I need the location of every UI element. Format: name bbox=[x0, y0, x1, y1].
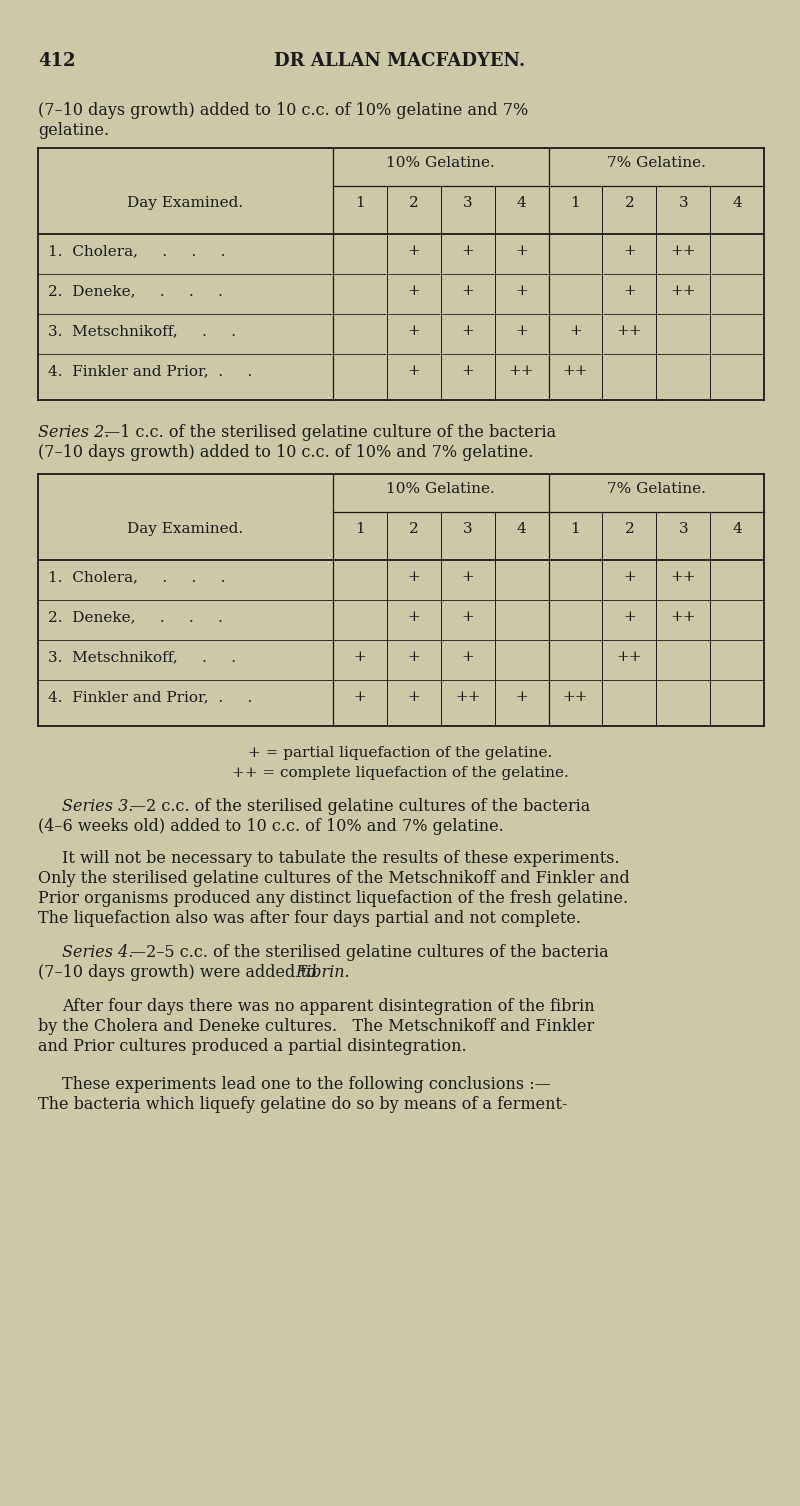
Text: +: + bbox=[462, 285, 474, 298]
Text: ++: ++ bbox=[562, 364, 588, 378]
Text: +: + bbox=[354, 651, 366, 664]
Text: +: + bbox=[462, 569, 474, 584]
Text: 1: 1 bbox=[355, 523, 365, 536]
Text: +: + bbox=[462, 364, 474, 378]
Text: 2.  Deneke,     .     .     .: 2. Deneke, . . . bbox=[48, 285, 223, 298]
Text: +: + bbox=[407, 244, 420, 258]
Text: 3: 3 bbox=[463, 196, 473, 209]
Text: ++: ++ bbox=[509, 364, 534, 378]
Text: 7% Gelatine.: 7% Gelatine. bbox=[607, 482, 706, 495]
Text: gelatine.: gelatine. bbox=[38, 122, 109, 139]
Text: +: + bbox=[462, 244, 474, 258]
Text: Fibrin.: Fibrin. bbox=[295, 964, 350, 980]
Text: 2: 2 bbox=[625, 196, 634, 209]
Text: 4.  Finkler and Prior,  .     .: 4. Finkler and Prior, . . bbox=[48, 364, 252, 378]
Text: —2 c.c. of the sterilised gelatine cultures of the bacteria: —2 c.c. of the sterilised gelatine cultu… bbox=[130, 798, 590, 815]
Text: ++: ++ bbox=[617, 324, 642, 337]
Text: 7% Gelatine.: 7% Gelatine. bbox=[607, 157, 706, 170]
Text: —1 c.c. of the sterilised gelatine culture of the bacteria: —1 c.c. of the sterilised gelatine cultu… bbox=[104, 425, 556, 441]
Text: +: + bbox=[515, 244, 528, 258]
Text: +: + bbox=[515, 324, 528, 337]
Text: Day Examined.: Day Examined. bbox=[127, 196, 243, 209]
Text: 3.  Metschnikoff,     .     .: 3. Metschnikoff, . . bbox=[48, 651, 236, 664]
Text: 1: 1 bbox=[570, 523, 580, 536]
Text: Only the sterilised gelatine cultures of the Metschnikoff and Finkler and: Only the sterilised gelatine cultures of… bbox=[38, 870, 630, 887]
Text: ++: ++ bbox=[670, 244, 696, 258]
Text: +: + bbox=[623, 285, 636, 298]
Text: ++: ++ bbox=[562, 690, 588, 703]
Text: + = partial liquefaction of the gelatine.: + = partial liquefaction of the gelatine… bbox=[248, 745, 552, 761]
Text: +: + bbox=[407, 651, 420, 664]
Text: 2: 2 bbox=[409, 523, 418, 536]
Text: 2: 2 bbox=[625, 523, 634, 536]
Text: (4–6 weeks old) added to 10 c.c. of 10% and 7% gelatine.: (4–6 weeks old) added to 10 c.c. of 10% … bbox=[38, 818, 504, 834]
Text: +: + bbox=[407, 324, 420, 337]
Text: +: + bbox=[569, 324, 582, 337]
Text: Series 4.: Series 4. bbox=[62, 944, 134, 961]
Text: 412: 412 bbox=[38, 53, 75, 69]
Text: 3.  Metschnikoff,     .     .: 3. Metschnikoff, . . bbox=[48, 324, 236, 337]
Text: 10% Gelatine.: 10% Gelatine. bbox=[386, 157, 495, 170]
Text: These experiments lead one to the following conclusions :—: These experiments lead one to the follow… bbox=[62, 1075, 550, 1093]
Text: 4: 4 bbox=[732, 523, 742, 536]
Text: +: + bbox=[462, 324, 474, 337]
Text: +: + bbox=[354, 690, 366, 703]
Text: +: + bbox=[407, 690, 420, 703]
Text: DR ALLAN MACFADYEN.: DR ALLAN MACFADYEN. bbox=[274, 53, 526, 69]
Text: +: + bbox=[407, 285, 420, 298]
Text: +: + bbox=[407, 610, 420, 623]
Text: Series 2.: Series 2. bbox=[38, 425, 110, 441]
Text: ++: ++ bbox=[670, 285, 696, 298]
Text: The liquefaction also was after four days partial and not complete.: The liquefaction also was after four day… bbox=[38, 910, 581, 928]
Text: Day Examined.: Day Examined. bbox=[127, 523, 243, 536]
Text: ++: ++ bbox=[455, 690, 481, 703]
Text: 3: 3 bbox=[678, 523, 688, 536]
Text: +: + bbox=[407, 364, 420, 378]
Text: 4.  Finkler and Prior,  .     .: 4. Finkler and Prior, . . bbox=[48, 690, 252, 703]
Text: and Prior cultures produced a partial disintegration.: and Prior cultures produced a partial di… bbox=[38, 1038, 466, 1056]
Text: 1: 1 bbox=[355, 196, 365, 209]
Text: +: + bbox=[407, 569, 420, 584]
Text: by the Cholera and Deneke cultures.   The Metschnikoff and Finkler: by the Cholera and Deneke cultures. The … bbox=[38, 1018, 594, 1035]
Text: +: + bbox=[623, 244, 636, 258]
Text: +: + bbox=[462, 651, 474, 664]
Text: ++ = complete liquefaction of the gelatine.: ++ = complete liquefaction of the gelati… bbox=[232, 767, 568, 780]
Text: (7–10 days growth) were added to: (7–10 days growth) were added to bbox=[38, 964, 322, 980]
Text: Prior organisms produced any distinct liquefaction of the fresh gelatine.: Prior organisms produced any distinct li… bbox=[38, 890, 628, 907]
Text: +: + bbox=[515, 285, 528, 298]
Text: 3: 3 bbox=[678, 196, 688, 209]
Text: 1: 1 bbox=[570, 196, 580, 209]
Text: 4: 4 bbox=[517, 196, 526, 209]
Text: It will not be necessary to tabulate the results of these experiments.: It will not be necessary to tabulate the… bbox=[62, 849, 620, 867]
Text: The bacteria which liquefy gelatine do so by means of a ferment-: The bacteria which liquefy gelatine do s… bbox=[38, 1096, 567, 1113]
Text: 1.  Cholera,     .     .     .: 1. Cholera, . . . bbox=[48, 244, 226, 258]
Text: +: + bbox=[462, 610, 474, 623]
Text: —2–5 c.c. of the sterilised gelatine cultures of the bacteria: —2–5 c.c. of the sterilised gelatine cul… bbox=[130, 944, 609, 961]
Text: (7–10 days growth) added to 10 c.c. of 10% and 7% gelatine.: (7–10 days growth) added to 10 c.c. of 1… bbox=[38, 444, 534, 461]
Text: 2.  Deneke,     .     .     .: 2. Deneke, . . . bbox=[48, 610, 223, 623]
Text: ++: ++ bbox=[670, 569, 696, 584]
Text: ++: ++ bbox=[670, 610, 696, 623]
Text: ++: ++ bbox=[617, 651, 642, 664]
Text: 3: 3 bbox=[463, 523, 473, 536]
Text: After four days there was no apparent disintegration of the fibrin: After four days there was no apparent di… bbox=[62, 998, 594, 1015]
Text: 4: 4 bbox=[732, 196, 742, 209]
Text: Series 3.: Series 3. bbox=[62, 798, 134, 815]
Text: +: + bbox=[623, 569, 636, 584]
Text: 1.  Cholera,     .     .     .: 1. Cholera, . . . bbox=[48, 569, 226, 584]
Text: (7–10 days growth) added to 10 c.c. of 10% gelatine and 7%: (7–10 days growth) added to 10 c.c. of 1… bbox=[38, 102, 528, 119]
Text: 4: 4 bbox=[517, 523, 526, 536]
Text: +: + bbox=[515, 690, 528, 703]
Text: +: + bbox=[623, 610, 636, 623]
Text: 2: 2 bbox=[409, 196, 418, 209]
Text: 10% Gelatine.: 10% Gelatine. bbox=[386, 482, 495, 495]
